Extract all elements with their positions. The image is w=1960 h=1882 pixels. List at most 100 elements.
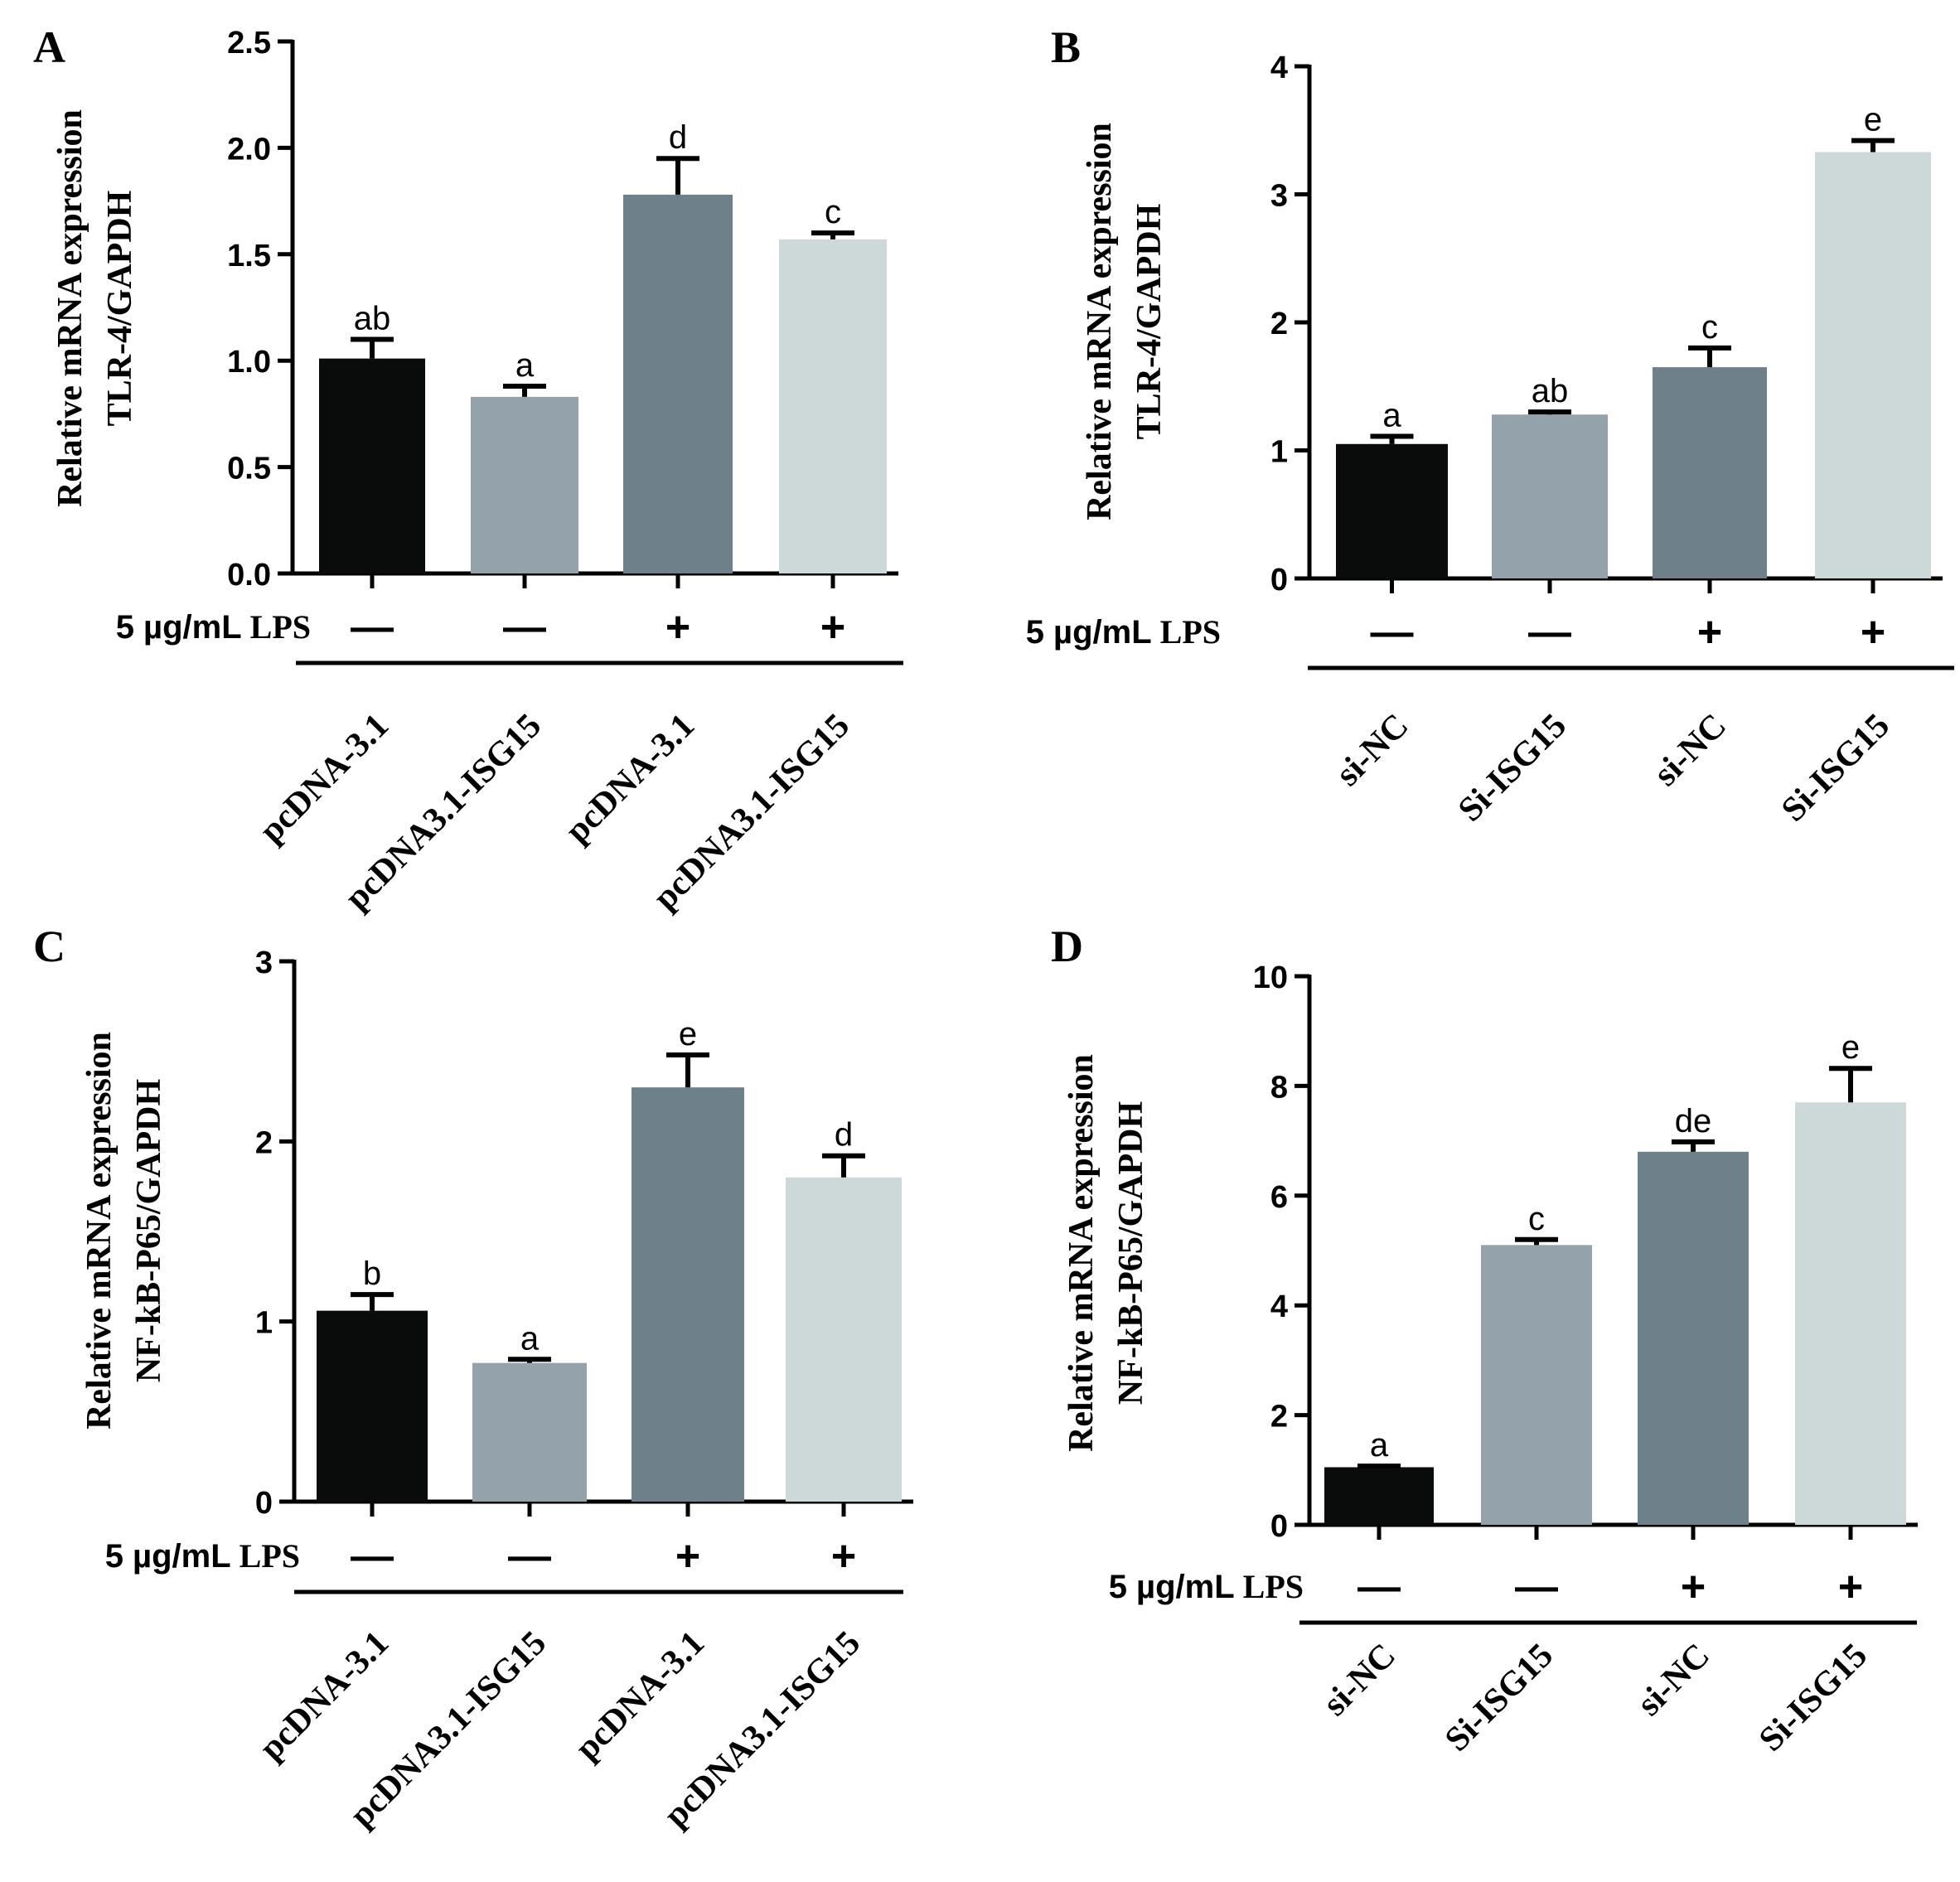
lps-marker: + — [1861, 608, 1885, 656]
bar — [632, 1087, 744, 1502]
category-label: Si-ISG15 — [1774, 707, 1897, 830]
category-label: si-NC — [1630, 1637, 1717, 1724]
bar — [472, 1362, 587, 1502]
lps-marker: — — [508, 1532, 551, 1580]
bar — [1795, 1102, 1906, 1525]
bar — [779, 239, 887, 573]
y-axis-label-line-1: Relative mRNA expression — [1081, 123, 1119, 520]
panel-c: C Relative mRNA expression NF-kB-P65/GAPDH… — [33, 922, 913, 1835]
y-tick-label: 2 — [255, 1125, 273, 1160]
lps-marker: + — [1697, 608, 1722, 656]
y-axis-label-line-2: TLR-4/GAPDH — [101, 191, 139, 427]
lps-marker: + — [820, 603, 845, 651]
bar — [319, 358, 425, 573]
bar — [1638, 1151, 1749, 1525]
bar — [1336, 443, 1448, 578]
y-tick-label: 3 — [255, 946, 273, 980]
lps-marker: — — [503, 603, 546, 651]
y-axis-label-line-1: Relative mRNA expression — [51, 109, 90, 507]
lps-agent: LPS — [1243, 1568, 1304, 1605]
significance-label: c — [1528, 1201, 1545, 1237]
lps-marker: — — [351, 603, 394, 651]
significance-label: ab — [354, 301, 391, 337]
bar — [623, 194, 733, 573]
category-label: pcDNA-3.1 — [558, 707, 702, 851]
y-tick-label: 2.0 — [227, 132, 271, 167]
significance-label: b — [363, 1255, 381, 1292]
y-tick-label: 4 — [1270, 51, 1288, 85]
category-label: si-NC — [1316, 1637, 1403, 1724]
category-label: Si-ISG15 — [1752, 1637, 1875, 1759]
y-tick-label: 6 — [1270, 1180, 1288, 1215]
y-tick-label: 2 — [1270, 1400, 1288, 1434]
lps-row-label: 5 µg/mL LPS — [1109, 1568, 1304, 1605]
lps-dose: 5 µg/mL — [1109, 1569, 1235, 1605]
lps-agent: LPS — [240, 1537, 300, 1575]
y-tick-label: 3 — [1270, 179, 1288, 214]
significance-label: ab — [1532, 373, 1569, 409]
bar — [786, 1177, 902, 1502]
significance-label: c — [1701, 309, 1718, 346]
lps-marker: + — [665, 603, 690, 651]
significance-label: e — [679, 1016, 697, 1052]
y-tick-label: 4 — [1270, 1289, 1288, 1324]
lps-marker: — — [1528, 608, 1571, 656]
y-tick-label: 0.0 — [227, 558, 271, 593]
panel-label: C — [33, 922, 65, 971]
lps-row-label: 5 µg/mL LPS — [116, 608, 311, 646]
y-tick-label: 2.5 — [227, 26, 271, 60]
lps-marker: — — [351, 1532, 394, 1580]
y-tick-label: 10 — [1253, 960, 1288, 995]
bar — [1815, 152, 1931, 578]
bar — [1324, 1467, 1434, 1525]
bar — [317, 1310, 428, 1502]
panel-label: D — [1051, 922, 1083, 971]
lps-dose: 5 µg/mL — [1026, 614, 1152, 651]
y-tick-label: 0 — [1270, 563, 1288, 597]
lps-marker: + — [675, 1532, 700, 1580]
category-label: Si-ISG15 — [1451, 707, 1574, 830]
significance-label: a — [520, 1320, 540, 1357]
panel-label: B — [1051, 22, 1081, 72]
lps-row-label: 5 µg/mL LPS — [1026, 613, 1221, 651]
lps-dose: 5 µg/mL — [116, 609, 242, 646]
lps-marker: + — [1681, 1563, 1706, 1611]
category-label: pcDNA-3.1 — [252, 1624, 396, 1768]
lps-agent: LPS — [250, 608, 311, 646]
significance-label: d — [669, 119, 687, 156]
category-label: si-NC — [1647, 707, 1734, 794]
y-axis-label-line-1: Relative mRNA expression — [80, 1032, 119, 1430]
bar — [1653, 367, 1767, 578]
y-tick-label: 1 — [255, 1306, 273, 1341]
bar — [1492, 414, 1608, 578]
panel-b: B Relative mRNA expression TLR-4/GAPDH 0 1 2 3… — [1026, 22, 1954, 830]
bar — [1481, 1245, 1592, 1525]
y-axis-label-line-2: NF-kB-P65/GAPDH — [130, 1079, 168, 1382]
significance-label: c — [825, 194, 841, 230]
significance-label: e — [1841, 1029, 1860, 1066]
significance-label: a — [1382, 398, 1401, 434]
panel-a: A Relative mRNA expression TLR-4/GAPDH 0.0 0… — [33, 22, 903, 917]
y-axis-label-line-2: TLR-4/GAPDH — [1130, 204, 1169, 440]
significance-label: a — [515, 347, 535, 384]
category-label: pcDNA-3.1 — [252, 707, 396, 851]
lps-marker: + — [1838, 1563, 1863, 1611]
y-tick-label: 0 — [255, 1486, 273, 1521]
lps-dose: 5 µg/mL — [105, 1538, 231, 1575]
significance-label: e — [1864, 102, 1882, 138]
significance-label: de — [1675, 1103, 1712, 1139]
lps-marker: — — [1515, 1563, 1558, 1611]
y-tick-label: 1 — [1270, 435, 1288, 470]
y-tick-label: 8 — [1270, 1070, 1288, 1105]
category-label: si-NC — [1328, 707, 1416, 794]
lps-marker: — — [1357, 1563, 1401, 1611]
y-tick-label: 0 — [1270, 1509, 1288, 1544]
significance-label: d — [835, 1117, 853, 1154]
lps-row-label: 5 µg/mL LPS — [105, 1537, 300, 1575]
y-tick-label: 2 — [1270, 307, 1288, 341]
bar — [471, 396, 578, 573]
panel-d: D Relative mRNA expression NF-kB-P65/GAPDH… — [1051, 922, 1918, 1759]
y-tick-label: 1.0 — [227, 345, 271, 380]
significance-label: a — [1370, 1427, 1389, 1464]
